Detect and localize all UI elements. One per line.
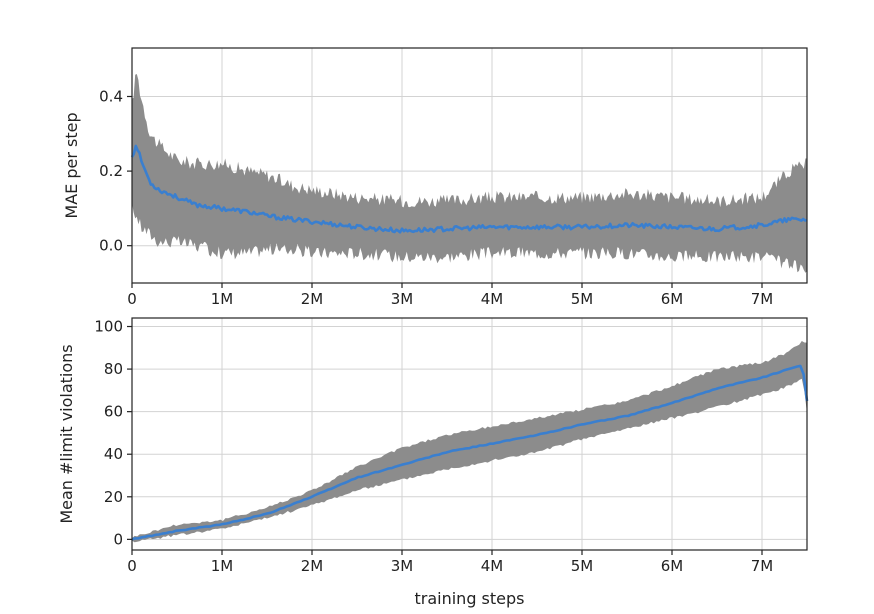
mae-std-band — [132, 74, 807, 273]
mae-plot-frame — [131, 47, 808, 284]
violations-xtick-label-4: 4M — [481, 557, 504, 575]
violations-xtick-label-6: 6M — [661, 557, 684, 575]
mae-xtick-label-3: 3M — [391, 290, 414, 308]
violations-xtick-label-3: 3M — [391, 557, 414, 575]
mae-xtick-label-2: 2M — [301, 290, 324, 308]
violations-xtick-label-2: 2M — [301, 557, 324, 575]
violations-ytick-label-5: 100 — [94, 318, 123, 336]
mae-ytick-label-0: 0.0 — [99, 237, 123, 255]
mae-xtick-label-6: 6M — [661, 290, 684, 308]
violations-xtick-label-0: 0 — [127, 557, 137, 575]
violations-ytick-label-2: 40 — [104, 445, 123, 463]
violations-x-axis-label: training steps — [414, 589, 524, 608]
mae-xtick-label-7: 7M — [751, 290, 774, 308]
violations-ticks: 0 1M 2M 3M 4M 5M 6M 7M 0 20 40 60 80 100 — [94, 318, 773, 575]
mae-chart: 0 1M 2M 3M 4M 5M 6M 7M 0.0 0.2 0.4 MAE per step — [62, 47, 808, 308]
violations-y-axis-label: Mean #limit violations — [57, 344, 76, 523]
violations-chart: 0 1M 2M 3M 4M 5M 6M 7M 0 20 40 60 80 100 Mean #limit … — [57, 317, 809, 608]
violations-plot-frame — [131, 317, 808, 551]
mae-ytick-label-1: 0.2 — [99, 162, 123, 180]
mae-xtick-label-4: 4M — [481, 290, 504, 308]
mae-xtick-label-0: 0 — [127, 290, 137, 308]
mae-xtick-label-5: 5M — [571, 290, 594, 308]
violations-xtick-label-1: 1M — [211, 557, 234, 575]
mae-ticks: 0 1M 2M 3M 4M 5M 6M 7M 0.0 0.2 0.4 — [99, 87, 773, 308]
violations-ytick-label-0: 0 — [113, 530, 123, 548]
mae-y-axis-label: MAE per step — [62, 112, 81, 218]
violations-mean-line — [131, 364, 809, 541]
violations-xtick-label-5: 5M — [571, 557, 594, 575]
mae-ytick-label-2: 0.4 — [99, 87, 123, 105]
violations-ytick-label-4: 80 — [104, 360, 123, 378]
violations-xtick-label-7: 7M — [751, 557, 774, 575]
mae-xtick-label-1: 1M — [211, 290, 234, 308]
violations-std-band — [132, 341, 807, 543]
violations-ytick-label-3: 60 — [104, 403, 123, 421]
violations-ytick-label-1: 20 — [104, 488, 123, 506]
mae-mean-line — [130, 144, 808, 234]
